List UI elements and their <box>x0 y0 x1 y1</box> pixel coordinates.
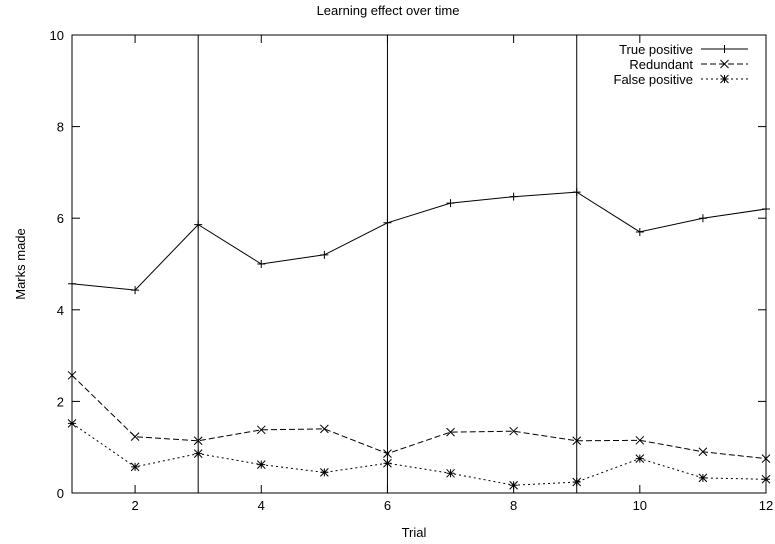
data-point-false-positive <box>572 477 582 487</box>
x-tick-label: 2 <box>131 498 138 513</box>
data-point-true-positive <box>131 286 140 295</box>
plot-frame <box>71 34 767 494</box>
data-point-false-positive <box>193 449 203 458</box>
series-line-false-positive <box>71 422 767 486</box>
data-point-redundant <box>698 447 708 457</box>
y-tick-label: 2 <box>57 394 64 409</box>
data-point-true-positive <box>257 260 266 268</box>
data-point-false-positive <box>635 454 645 464</box>
x-tick-label: 8 <box>510 498 517 513</box>
data-point-false-positive <box>509 480 518 490</box>
x-tick-label: 6 <box>384 498 391 513</box>
y-tick-label: 10 <box>50 28 64 43</box>
data-point-true-positive <box>68 279 76 288</box>
legend-marker-true-positive <box>720 45 729 53</box>
series-line-redundant <box>71 374 767 460</box>
data-point-true-positive <box>320 250 329 259</box>
data-point-true-positive <box>762 205 770 214</box>
x-tick-label: 10 <box>633 498 647 513</box>
legend-label-redundant: Redundant <box>629 57 693 72</box>
data-point-redundant <box>256 425 266 435</box>
y-tick-label: 0 <box>57 486 64 501</box>
data-point-true-positive <box>572 188 581 197</box>
legend-label-false-positive: False positive <box>614 72 693 87</box>
x-tick-label: 12 <box>759 498 773 513</box>
y-tick-label: 4 <box>57 303 64 318</box>
data-point-redundant <box>446 427 455 437</box>
data-point-false-positive <box>698 473 708 483</box>
data-point-redundant <box>572 436 582 446</box>
legend-marker-redundant <box>720 59 729 69</box>
data-point-redundant <box>635 435 645 445</box>
plot-area: 0 2 4 6 8 10 2 4 6 8 10 12 <box>50 28 774 513</box>
x-tick-label: 4 <box>258 498 265 513</box>
y-tick-label: 8 <box>57 120 64 135</box>
data-point-false-positive <box>320 468 329 477</box>
data-point-redundant <box>193 436 203 446</box>
data-point-true-positive <box>698 214 707 223</box>
data-point-false-positive <box>383 458 392 468</box>
chart-title: Learning effect over time <box>317 3 460 18</box>
x-axis-label: Trial <box>402 525 427 540</box>
legend-marker-false-positive <box>720 74 729 84</box>
data-point-redundant <box>761 454 771 464</box>
data-point-false-positive <box>761 474 771 484</box>
series-line-true-positive <box>71 191 767 291</box>
y-tick-label: 6 <box>57 211 64 226</box>
data-point-redundant <box>67 370 77 380</box>
data-point-true-positive <box>383 218 392 227</box>
data-point-false-positive <box>256 460 266 469</box>
data-point-true-positive <box>635 227 644 236</box>
data-point-false-positive <box>130 462 140 472</box>
data-point-true-positive <box>509 192 518 201</box>
data-point-false-positive <box>446 468 455 478</box>
data-point-redundant <box>509 426 518 436</box>
data-point-true-positive <box>194 220 203 229</box>
y-axis-label: Marks made <box>13 228 28 300</box>
data-point-redundant <box>320 424 329 434</box>
data-point-redundant <box>383 449 392 458</box>
data-point-redundant <box>130 432 140 442</box>
legend-label-true-positive: True positive <box>619 42 693 57</box>
data-point-false-positive <box>67 419 77 428</box>
data-point-true-positive <box>446 199 455 208</box>
